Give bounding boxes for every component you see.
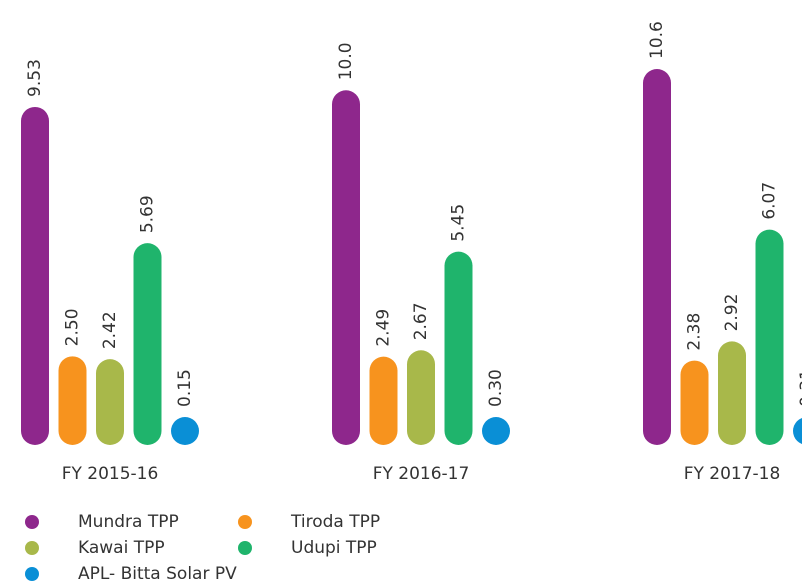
legend-marker bbox=[25, 515, 39, 529]
bar bbox=[332, 90, 360, 445]
bar bbox=[718, 341, 746, 445]
bar bbox=[793, 417, 802, 445]
bar bbox=[133, 243, 162, 445]
legend-label: Udupi TPP bbox=[291, 538, 377, 558]
bar bbox=[643, 69, 671, 445]
value-label: 0.30 bbox=[486, 369, 506, 407]
value-label: 5.45 bbox=[449, 204, 469, 242]
value-label: 10.0 bbox=[336, 42, 356, 80]
value-label: 0.15 bbox=[175, 369, 195, 407]
legend-marker bbox=[238, 541, 252, 555]
value-label: 2.92 bbox=[722, 294, 742, 332]
bar bbox=[444, 251, 473, 445]
bar bbox=[58, 356, 87, 445]
value-label: 5.69 bbox=[138, 195, 158, 233]
value-label: 0.31 bbox=[797, 369, 802, 407]
value-label: 2.50 bbox=[63, 308, 83, 346]
bar bbox=[680, 360, 709, 445]
legend-label: Tiroda TPP bbox=[290, 512, 380, 532]
bar bbox=[171, 417, 199, 445]
value-label: 2.38 bbox=[685, 313, 705, 351]
value-label: 2.42 bbox=[100, 311, 120, 349]
bar bbox=[21, 106, 49, 446]
value-label: 9.53 bbox=[25, 59, 45, 97]
bar bbox=[755, 229, 784, 445]
bar bbox=[482, 417, 510, 445]
legend-label: Kawai TPP bbox=[78, 538, 165, 558]
value-label: 2.49 bbox=[374, 309, 394, 347]
legend-marker bbox=[25, 541, 39, 555]
bar bbox=[407, 350, 435, 445]
legend-marker bbox=[25, 567, 39, 581]
x-tick-label: FY 2015-16 bbox=[62, 464, 159, 484]
x-tick-label: FY 2016-17 bbox=[373, 464, 470, 484]
bar bbox=[96, 359, 124, 445]
legend-label: APL- Bitta Solar PV bbox=[78, 564, 237, 584]
value-label: 6.07 bbox=[760, 182, 780, 220]
value-label: 10.6 bbox=[647, 21, 667, 59]
bar bbox=[369, 356, 398, 445]
value-label: 2.67 bbox=[411, 302, 431, 340]
legend-marker bbox=[238, 515, 252, 529]
legend-label: Mundra TPP bbox=[78, 512, 179, 532]
x-tick-label: FY 2017-18 bbox=[684, 464, 781, 484]
